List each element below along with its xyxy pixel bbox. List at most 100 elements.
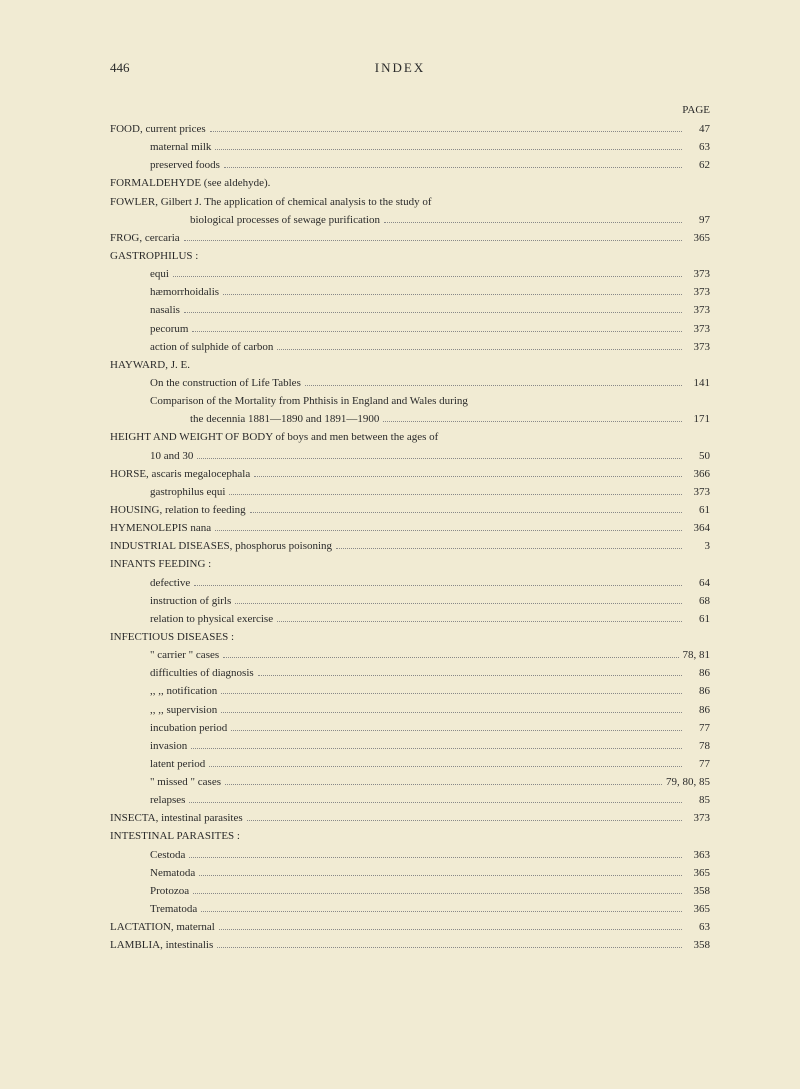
index-entry: FORMALDEHYDE (see aldehyde). bbox=[110, 174, 710, 192]
page-title: INDEX bbox=[375, 60, 425, 76]
entry-text: biological processes of sewage purificat… bbox=[190, 211, 380, 229]
entry-page: 78, 81 bbox=[683, 646, 711, 664]
entry-text: INTESTINAL PARASITES : bbox=[110, 827, 240, 845]
entry-text: HYMENOLEPIS nana bbox=[110, 519, 211, 537]
entry-text: ,, ,, supervision bbox=[150, 701, 217, 719]
entry-text: equi bbox=[150, 265, 169, 283]
entry-page: 97 bbox=[686, 211, 710, 229]
entry-text: the decennia 1881—1890 and 1891—1900 bbox=[190, 410, 379, 428]
index-entry: pecorum373 bbox=[110, 320, 710, 338]
index-entry: latent period77 bbox=[110, 755, 710, 773]
entry-dots bbox=[184, 312, 682, 313]
entry-text: FORMALDEHYDE (see aldehyde). bbox=[110, 174, 270, 192]
entry-page: 373 bbox=[686, 265, 710, 283]
entry-dots bbox=[277, 349, 682, 350]
entry-page: 373 bbox=[686, 338, 710, 356]
column-label: PAGE bbox=[110, 104, 710, 116]
entry-page: 171 bbox=[686, 410, 710, 428]
index-entry: Cestoda 363 bbox=[110, 846, 710, 864]
index-entry: HAYWARD, J. E. bbox=[110, 356, 710, 374]
entry-text: On the construction of Life Tables bbox=[150, 374, 301, 392]
index-entry: maternal milk63 bbox=[110, 138, 710, 156]
entry-page: 366 bbox=[686, 465, 710, 483]
entry-text: relapses bbox=[150, 791, 185, 809]
entry-page: 47 bbox=[686, 120, 710, 138]
entry-page: 78 bbox=[686, 737, 710, 755]
entry-page: 365 bbox=[686, 229, 710, 247]
entry-text: ,, ,, notification bbox=[150, 682, 217, 700]
entry-text: Trematoda bbox=[150, 900, 197, 918]
entry-dots bbox=[258, 675, 682, 676]
index-entry: HOUSING, relation to feeding 61 bbox=[110, 501, 710, 519]
entry-dots bbox=[231, 730, 682, 731]
entry-text: LACTATION, maternal bbox=[110, 918, 215, 936]
index-entry: " carrier " cases78, 81 bbox=[110, 646, 710, 664]
entry-page: 373 bbox=[686, 483, 710, 501]
entry-text: Protozoa bbox=[150, 882, 189, 900]
entry-page: 50 bbox=[686, 447, 710, 465]
entry-text: preserved foods bbox=[150, 156, 220, 174]
entry-text: GASTROPHILUS : bbox=[110, 247, 198, 265]
entry-dots bbox=[305, 385, 682, 386]
entry-dots bbox=[384, 222, 682, 223]
entry-dots bbox=[250, 512, 682, 513]
entry-page: 365 bbox=[686, 864, 710, 882]
entry-text: Cestoda bbox=[150, 846, 185, 864]
index-entry: INFANTS FEEDING : bbox=[110, 555, 710, 573]
entry-text: pecorum bbox=[150, 320, 188, 338]
entry-text: action of sulphide of carbon bbox=[150, 338, 273, 356]
index-entry: On the construction of Life Tables 141 bbox=[110, 374, 710, 392]
index-entry: INFECTIOUS DISEASES : bbox=[110, 628, 710, 646]
entry-page: 61 bbox=[686, 501, 710, 519]
index-entry: LACTATION, maternal63 bbox=[110, 918, 710, 936]
entry-text: HORSE, ascaris megalocephala bbox=[110, 465, 250, 483]
index-entry: invasion78 bbox=[110, 737, 710, 755]
entry-text: gastrophilus equi bbox=[150, 483, 225, 501]
index-entry: LAMBLIA, intestinalis358 bbox=[110, 936, 710, 954]
index-entry: GASTROPHILUS : bbox=[110, 247, 710, 265]
entry-dots bbox=[229, 494, 682, 495]
index-entry: Trematoda 365 bbox=[110, 900, 710, 918]
entry-text: FOOD, current prices bbox=[110, 120, 206, 138]
entry-page: 373 bbox=[686, 809, 710, 827]
entry-text: HOUSING, relation to feeding bbox=[110, 501, 246, 519]
entry-page: 363 bbox=[686, 846, 710, 864]
entry-dots bbox=[189, 802, 682, 803]
entry-dots bbox=[184, 240, 682, 241]
entry-dots bbox=[199, 875, 682, 876]
index-entry: relation to physical exercise61 bbox=[110, 610, 710, 628]
entry-text: latent period bbox=[150, 755, 205, 773]
entry-text: INFECTIOUS DISEASES : bbox=[110, 628, 234, 646]
entry-dots bbox=[223, 657, 678, 658]
entry-page: 62 bbox=[686, 156, 710, 174]
entry-dots bbox=[336, 548, 682, 549]
entry-page: 358 bbox=[686, 936, 710, 954]
index-entry: preserved foods 62 bbox=[110, 156, 710, 174]
index-entry: Comparison of the Mortality from Phthisi… bbox=[110, 392, 710, 410]
entry-text: INFANTS FEEDING : bbox=[110, 555, 211, 573]
entry-page: 358 bbox=[686, 882, 710, 900]
index-entry: INDUSTRIAL DISEASES, phosphorus poisonin… bbox=[110, 537, 710, 555]
entry-text: nasalis bbox=[150, 301, 180, 319]
entry-text: HAYWARD, J. E. bbox=[110, 356, 190, 374]
index-entry: " missed " cases79, 80, 85 bbox=[110, 773, 710, 791]
index-entry: incubation period77 bbox=[110, 719, 710, 737]
entry-dots bbox=[235, 603, 682, 604]
entry-page: 86 bbox=[686, 682, 710, 700]
entry-page: 141 bbox=[686, 374, 710, 392]
entry-dots bbox=[193, 893, 682, 894]
entry-page: 86 bbox=[686, 701, 710, 719]
entry-dots bbox=[383, 421, 682, 422]
index-entry: equi 373 bbox=[110, 265, 710, 283]
entry-dots bbox=[221, 693, 682, 694]
entry-dots bbox=[189, 857, 682, 858]
index-entry: action of sulphide of carbon 373 bbox=[110, 338, 710, 356]
entry-text: FROG, cercaria bbox=[110, 229, 180, 247]
entry-page: 365 bbox=[686, 900, 710, 918]
entry-dots bbox=[219, 929, 682, 930]
page-number: 446 bbox=[110, 60, 130, 76]
entry-page: 63 bbox=[686, 138, 710, 156]
entry-text: FOWLER, Gilbert J. The application of ch… bbox=[110, 193, 431, 211]
entry-text: difficulties of diagnosis bbox=[150, 664, 254, 682]
entry-text: " missed " cases bbox=[150, 773, 221, 791]
